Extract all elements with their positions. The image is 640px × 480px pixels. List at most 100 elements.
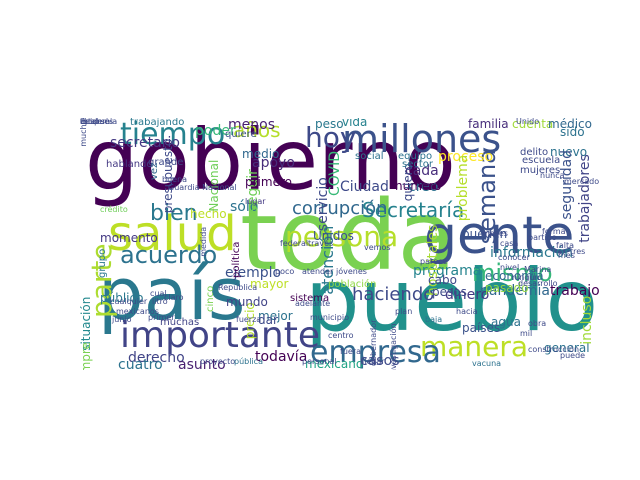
word-gobernador-116: gobernador [369,319,378,366]
word-haciendo-19: haciendo [352,284,435,305]
word-cinco-88: cinco [205,285,216,312]
word-mundo-74: mundo [226,295,268,309]
word-recurso-158: recurso [80,118,110,126]
word-nuevo-52: nuevo [550,145,588,159]
word-mexicanos-125: mexicanos [116,307,159,316]
word-adelante-104: adelante [295,299,331,308]
word-desarrollo-118: desarrollo [518,279,558,288]
word-secretaria-15: Secretaría [362,198,465,222]
word-vacuna-107: vacuna [472,359,502,368]
word-falta-147: falta [556,241,574,250]
word-sido-51: sido [560,125,585,139]
word-pandemia-31: pandemia [480,283,550,299]
word-mujeres-98: mujeres [520,165,561,176]
word-anos-21: años [233,118,281,142]
word-sistema-90: sistema [290,293,330,304]
word-casa-134: casa [500,239,519,248]
word-poco-120: poco [275,267,295,276]
word-momento-62: momento [100,231,158,245]
word-medio-69: medio [242,147,280,161]
word-hoy-13: hoy [305,121,357,154]
word-litro-129: litro [152,297,168,306]
word-personal-105: personal [302,357,337,366]
word-hablando-99: hablando [106,159,153,170]
word-peso-46: peso [315,118,344,131]
word-federal-136: federal [280,239,309,248]
word-menos-44: menos [228,118,275,133]
word-pueblo-2: pueblo [305,251,599,351]
word-cosa-42: cosa [328,368,360,370]
word-vida-47: vida [342,118,368,129]
word-hecho-66: hecho [190,207,227,221]
word-credito-103: crédito [100,205,128,214]
word-lugar-102: lugar [245,197,266,206]
word-hacia-110: hacia [456,307,478,316]
word-obra-109: obra [528,319,547,328]
word-mexicano-35: mexicano [305,357,364,370]
word-epidemia-160: epidemia [80,118,118,126]
word-programa-29: programa [413,263,482,279]
word-cloud: gobierno toda pueblo país salud gente millones… [80,118,600,370]
word-unido-119: Unido [516,118,540,126]
word-todavia-36: todavía [255,349,308,365]
word-municipio-153: municipio [310,313,349,322]
word-toda-1: toda [240,180,457,292]
word-primero-65: primero [245,175,292,189]
word-grupo-85: grupo [97,248,108,278]
word-grande-100: grande [148,157,184,168]
word-mes-148: mes [558,251,575,260]
word-nivel-127: nivel [500,263,520,272]
word-social-93: social [355,151,384,162]
word-cabo-75: cabo [428,273,457,287]
word-mercado-123: mercado [564,177,600,186]
word-acuerdo-12: acuerdo [120,241,218,269]
word-jovenes-152: jóvenes [336,267,367,276]
word-paises-84: países [462,321,501,335]
word-agua-83: agua [491,315,521,329]
word-centro-146: centro [328,331,354,340]
word-delito-96: delito [520,147,549,158]
word-total-157: total [80,118,99,126]
word-tiempo-11: tiempo [120,118,226,152]
word-forma-122: forma [542,227,566,236]
word-medida-142: medida [199,226,208,257]
word-fuera-145: fuera [340,347,361,356]
word-corrupcion-20: corrupción [292,198,388,219]
word-bien-18: bien [150,201,198,226]
word-gobierno-0: gobierno [85,118,456,209]
word-conocer-150: conocer [498,253,530,262]
word-informacion-30: información [490,245,574,261]
word-cada-27: cada [405,163,439,179]
word-pasado-82: pasado [485,281,529,295]
word-trabajadores-59: trabajadores [577,154,593,243]
word-numero-78: número [395,179,442,193]
word-publico-63: público [100,291,144,305]
word-escuela-97: escuela [522,155,561,166]
word-cuenta-49: cuenta [512,118,554,131]
word-millones-6: millones [342,118,502,161]
word-mayor-70: mayor [250,277,289,291]
word-buena-139: buena [162,175,188,184]
word-nunca-121: nunca [540,171,565,180]
word-solo-25: sólo [230,199,259,215]
word-tres-135: tres [570,247,586,256]
word-claro-130: claro [164,293,184,302]
word-economia-81: economía [485,269,544,283]
word-cualquier-124: cualquier [110,297,148,306]
word-apoyo-22: apoyo [252,155,295,171]
word-ningun-156: ningún [512,273,540,282]
word-sector-95: sector [402,159,434,170]
word-traves-143: través [308,239,334,248]
word-gente-5: gente [424,206,575,266]
word-salud-4: salud [108,206,237,262]
word-quiere-92: quiere [225,129,257,140]
word-cuatro-41: cuatro [118,357,163,370]
word-atender-144: atender [302,267,334,276]
word-persona-8: persona [285,220,399,253]
word-general-33: general [544,341,590,355]
word-familia-48: familia [468,118,509,131]
word-pesos-76: pesos [432,285,467,299]
word-dinero-38: dinero [445,287,490,303]
word-construccion-108: construcción [528,345,580,354]
